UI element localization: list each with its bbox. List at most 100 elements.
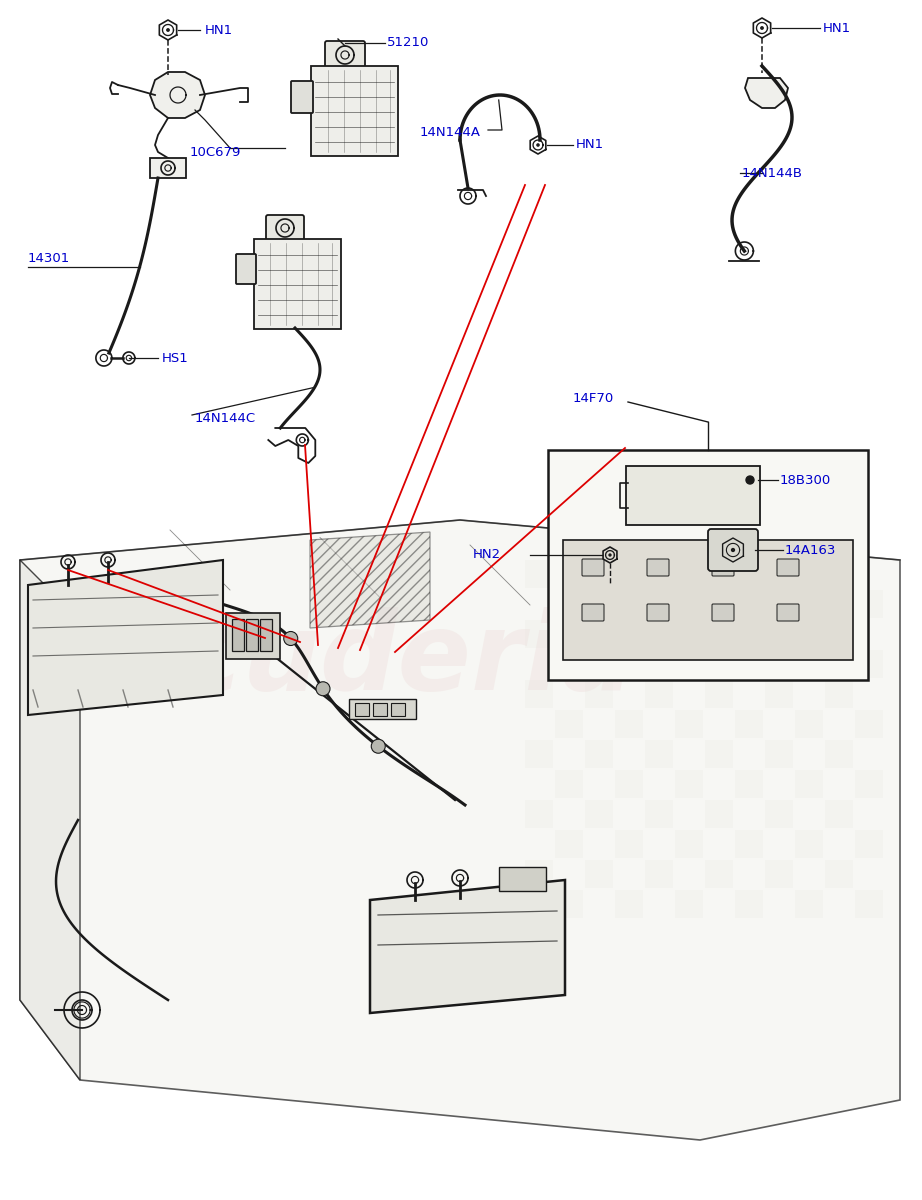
Polygon shape [525, 620, 553, 648]
FancyBboxPatch shape [626, 466, 760, 526]
Circle shape [537, 144, 539, 146]
Circle shape [284, 631, 298, 646]
Polygon shape [525, 740, 553, 768]
FancyBboxPatch shape [325, 41, 365, 68]
FancyBboxPatch shape [254, 239, 341, 329]
Polygon shape [825, 800, 853, 828]
Polygon shape [735, 890, 763, 918]
Text: HN1: HN1 [576, 138, 604, 151]
Text: HN1: HN1 [823, 22, 851, 35]
Circle shape [167, 29, 170, 31]
Text: 51210: 51210 [387, 36, 430, 49]
FancyBboxPatch shape [266, 215, 304, 241]
FancyBboxPatch shape [647, 604, 669, 622]
Polygon shape [20, 560, 80, 1080]
Polygon shape [555, 890, 583, 918]
Polygon shape [825, 860, 853, 888]
Polygon shape [585, 560, 613, 588]
Polygon shape [795, 830, 823, 858]
Text: 14N144B: 14N144B [742, 167, 803, 180]
FancyBboxPatch shape [226, 613, 280, 659]
Text: HN2: HN2 [473, 548, 502, 562]
Polygon shape [825, 680, 853, 708]
FancyBboxPatch shape [311, 66, 398, 156]
Polygon shape [855, 590, 883, 618]
Polygon shape [645, 560, 673, 588]
Polygon shape [735, 710, 763, 738]
Polygon shape [795, 650, 823, 678]
Text: HS1: HS1 [162, 352, 189, 365]
Polygon shape [615, 890, 643, 918]
Polygon shape [765, 860, 793, 888]
FancyBboxPatch shape [391, 702, 405, 715]
Polygon shape [585, 680, 613, 708]
Polygon shape [795, 710, 823, 738]
Polygon shape [563, 540, 853, 660]
Text: scuderia: scuderia [115, 607, 636, 713]
Text: 14N144A: 14N144A [420, 126, 481, 138]
Polygon shape [855, 890, 883, 918]
Polygon shape [150, 72, 205, 118]
Text: HN1: HN1 [205, 24, 233, 36]
FancyBboxPatch shape [777, 604, 799, 622]
Polygon shape [370, 880, 565, 1013]
Polygon shape [525, 560, 553, 588]
Polygon shape [20, 520, 900, 1140]
Polygon shape [150, 158, 186, 178]
Polygon shape [525, 800, 553, 828]
Polygon shape [795, 770, 823, 798]
Circle shape [746, 476, 754, 484]
Polygon shape [585, 800, 613, 828]
Polygon shape [675, 590, 703, 618]
Circle shape [316, 682, 330, 696]
Polygon shape [555, 710, 583, 738]
Polygon shape [525, 680, 553, 708]
Polygon shape [585, 860, 613, 888]
Polygon shape [28, 560, 223, 715]
Polygon shape [705, 860, 733, 888]
Polygon shape [645, 860, 673, 888]
Polygon shape [765, 740, 793, 768]
Polygon shape [795, 890, 823, 918]
FancyBboxPatch shape [499, 866, 546, 890]
Polygon shape [855, 830, 883, 858]
FancyBboxPatch shape [708, 529, 758, 571]
Polygon shape [765, 800, 793, 828]
Polygon shape [555, 650, 583, 678]
Polygon shape [675, 650, 703, 678]
Bar [548, 450, 868, 680]
FancyBboxPatch shape [236, 254, 256, 284]
Polygon shape [745, 78, 788, 108]
Circle shape [372, 739, 385, 754]
FancyBboxPatch shape [372, 702, 386, 715]
Polygon shape [675, 890, 703, 918]
Text: 14F70: 14F70 [573, 391, 614, 404]
Text: 14301: 14301 [28, 252, 70, 265]
Polygon shape [645, 620, 673, 648]
Polygon shape [675, 770, 703, 798]
FancyBboxPatch shape [712, 604, 734, 622]
FancyBboxPatch shape [712, 559, 734, 576]
Polygon shape [825, 560, 853, 588]
Polygon shape [645, 800, 673, 828]
Text: 14A163: 14A163 [785, 544, 836, 557]
Polygon shape [765, 620, 793, 648]
FancyBboxPatch shape [354, 702, 369, 715]
Polygon shape [735, 770, 763, 798]
Polygon shape [645, 740, 673, 768]
Polygon shape [705, 620, 733, 648]
FancyBboxPatch shape [349, 698, 416, 719]
Polygon shape [555, 770, 583, 798]
Polygon shape [825, 740, 853, 768]
Polygon shape [555, 830, 583, 858]
Circle shape [609, 554, 611, 556]
Polygon shape [310, 532, 430, 628]
Polygon shape [855, 770, 883, 798]
Polygon shape [615, 650, 643, 678]
Polygon shape [735, 590, 763, 618]
Polygon shape [765, 680, 793, 708]
Polygon shape [525, 860, 553, 888]
FancyBboxPatch shape [232, 619, 244, 650]
Polygon shape [855, 710, 883, 738]
FancyBboxPatch shape [260, 619, 272, 650]
